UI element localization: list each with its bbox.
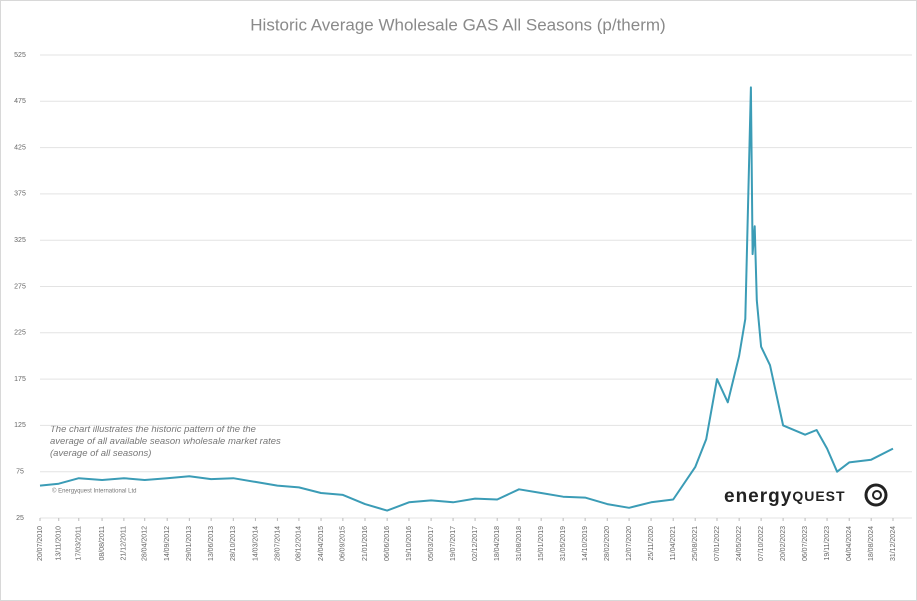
annotation: The chart illustrates the historic patte…: [50, 424, 281, 459]
logo-icon: [864, 483, 888, 507]
x-tick-label: 06/07/2023: [802, 526, 809, 561]
x-tick-label: 06/06/2016: [384, 526, 391, 561]
annotation-box: The chart illustrates the historic patte…: [50, 424, 281, 459]
logo-icon: [872, 490, 882, 500]
x-tick-label: 28/02/2020: [604, 526, 611, 561]
x-tick-label: 19/07/2017: [450, 526, 457, 561]
x-tick-label: 08/12/2014: [296, 526, 303, 561]
copyright: © Energyquest International Ltd: [52, 488, 136, 495]
y-tick-label: 325: [14, 237, 26, 244]
x-tick-label: 28/04/2012: [142, 526, 149, 561]
y-tick-label: 125: [14, 422, 26, 429]
y-tick-label: 75: [16, 469, 24, 476]
x-tick-label: 24/04/2015: [318, 526, 325, 561]
x-tick-label: 24/05/2022: [736, 526, 743, 561]
x-tick-label: 21/01/2016: [362, 526, 369, 561]
x-tick-label: 06/09/2015: [340, 526, 347, 561]
logo-part: energy: [724, 486, 792, 507]
x-tick-label: 07/01/2022: [714, 526, 721, 561]
x-tick-label: 28/07/2014: [274, 526, 281, 561]
chart-title: Historic Average Wholesale GAS All Seaso…: [250, 15, 665, 34]
x-tick-label: 29/01/2013: [186, 526, 193, 561]
x-tick-label: 19/10/2016: [406, 526, 413, 561]
x-tick-label: 20/07/2010: [37, 526, 44, 561]
y-tick-label: 425: [14, 144, 26, 151]
x-tick-label: 28/10/2013: [230, 526, 237, 561]
x-tick-label: 07/10/2022: [758, 526, 765, 561]
y-tick-label: 25: [16, 515, 24, 522]
x-tick-label: 18/04/2018: [494, 526, 501, 561]
y-tick-label: 175: [14, 376, 26, 383]
x-tick-label: 08/08/2011: [99, 526, 106, 561]
x-tick-label: 25/11/2020: [648, 526, 655, 561]
logo-part: QUEST: [792, 488, 845, 504]
x-tick-label: 04/04/2024: [846, 526, 853, 561]
y-tick-label: 475: [14, 98, 26, 105]
x-tick-label: 14/09/2012: [164, 526, 171, 561]
x-tick-label: 14/10/2019: [582, 526, 589, 561]
x-tick-label: 11/04/2021: [670, 526, 677, 561]
x-tick-label: 18/08/2024: [868, 526, 875, 561]
x-tick-label: 31/08/2018: [516, 526, 523, 561]
x-tick-label: 14/03/2014: [252, 526, 259, 561]
x-tick-label: 12/07/2020: [626, 526, 633, 561]
x-tick-label: 13/06/2013: [208, 526, 215, 561]
x-tick-label: 19/11/2023: [824, 526, 831, 561]
x-tick-label: 20/02/2023: [780, 526, 787, 561]
x-tick-label: 31/05/2019: [560, 526, 567, 561]
x-tick-label: 05/03/2017: [428, 526, 435, 561]
y-tick-label: 525: [14, 52, 26, 59]
x-tick-label: 21/12/2011: [121, 526, 128, 561]
logo: energyQUEST: [724, 486, 846, 507]
x-tick-label: 17/03/2011: [76, 526, 83, 561]
y-tick-label: 225: [14, 330, 26, 337]
y-tick-label: 375: [14, 191, 26, 198]
x-tick-label: 02/12/2017: [472, 526, 479, 561]
x-tick-label: 25/08/2021: [692, 526, 699, 561]
x-tick-label: 13/11/2010: [56, 526, 63, 561]
price-line: [39, 86, 894, 512]
y-tick-label: 275: [14, 283, 26, 290]
x-tick-label: 15/01/2019: [538, 526, 545, 561]
x-tick-label: 31/12/2024: [890, 526, 897, 561]
